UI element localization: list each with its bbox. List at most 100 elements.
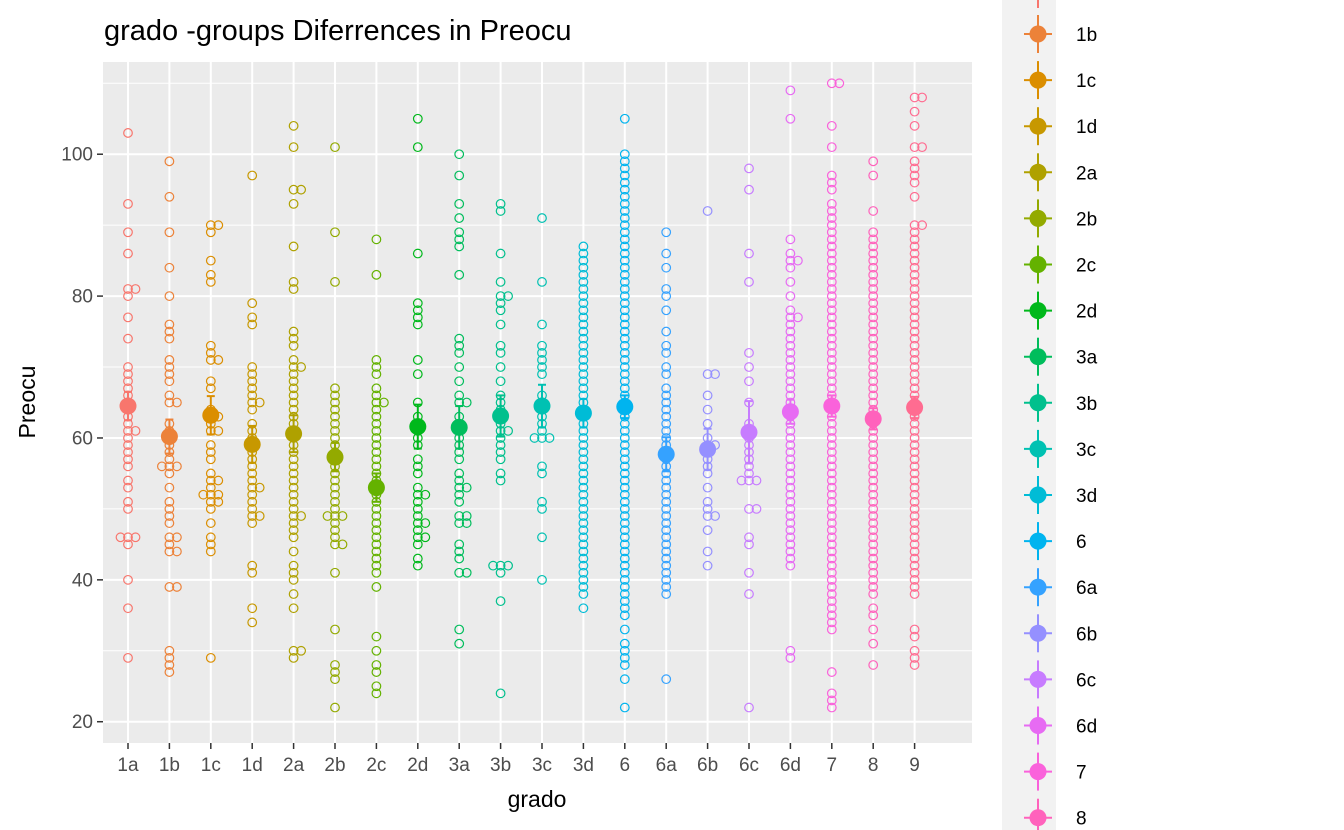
point-7: [826, 567, 837, 578]
point-3b: [495, 376, 506, 387]
point-3c: [537, 213, 547, 223]
legend-label-6a: 6a: [1076, 578, 1098, 599]
point-1c: [213, 220, 224, 231]
point-3a: [454, 198, 465, 209]
point-6: [619, 482, 630, 493]
point-1b: [164, 660, 175, 670]
point-3a: [454, 546, 465, 557]
point-3b: [495, 468, 506, 479]
point-7: [826, 312, 837, 323]
point-1b: [164, 291, 175, 301]
legend-key-6a: [1029, 578, 1047, 596]
x-tick-label: 1a: [117, 755, 139, 776]
point-3d: [578, 355, 589, 365]
point-3a: [454, 269, 465, 280]
point-6: [619, 163, 630, 174]
point-6a: [661, 518, 672, 528]
point-8: [868, 305, 879, 316]
point-7: [834, 78, 845, 89]
point-2a: [288, 511, 299, 521]
point-2a: [288, 198, 299, 209]
point-1d: [247, 298, 258, 309]
point-1d: [247, 617, 258, 628]
point-6d: [785, 560, 796, 571]
point-8: [868, 574, 879, 585]
point-2a: [288, 390, 299, 401]
point-3d: [578, 383, 589, 394]
point-3a: [454, 333, 465, 344]
point-1a: [123, 539, 133, 550]
point-8: [868, 624, 879, 635]
point-7: [826, 589, 837, 599]
point-3c: [537, 504, 547, 514]
point-1a: [123, 333, 133, 344]
point-9: [909, 191, 920, 202]
point-3b: [495, 340, 506, 351]
point-3a: [454, 170, 465, 181]
point-6b: [702, 496, 713, 507]
point-2a: [288, 397, 299, 408]
point-3d: [578, 291, 589, 301]
point-2a: [288, 468, 299, 479]
point-7: [826, 255, 837, 266]
point-2b: [337, 539, 348, 550]
point-3b: [495, 567, 506, 578]
point-8: [868, 610, 879, 621]
point-1d: [247, 369, 258, 380]
point-2d: [412, 539, 423, 550]
point-7: [826, 418, 837, 429]
point-2b: [337, 511, 348, 521]
point-9: [909, 333, 920, 344]
point-1a: [123, 376, 133, 387]
point-2a: [288, 489, 299, 500]
point-9: [909, 440, 920, 450]
point-3d: [578, 496, 589, 507]
point-8: [868, 589, 879, 599]
point-2a: [288, 184, 299, 195]
point-1c: [213, 425, 224, 436]
point-7: [826, 553, 837, 564]
point-6a: [661, 340, 672, 351]
point-6b: [702, 390, 713, 401]
legend-key-8: [1029, 809, 1047, 827]
point-6d: [785, 255, 796, 266]
point-1d: [247, 362, 258, 372]
legend-label-1c: 1c: [1076, 71, 1096, 92]
point-6a: [661, 404, 672, 415]
point-7: [826, 617, 837, 628]
point-2b: [330, 383, 340, 394]
point-1d: [247, 383, 258, 394]
point-9: [909, 369, 920, 380]
point-2b: [330, 397, 340, 408]
x-tick-label: 2d: [407, 755, 428, 776]
point-2a: [288, 461, 299, 472]
point-6d: [785, 234, 796, 245]
point-2c: [371, 369, 382, 380]
point-1a: [123, 461, 133, 472]
point-8: [868, 376, 879, 387]
point-3b: [495, 291, 506, 301]
point-6a: [661, 574, 672, 585]
point-7: [826, 596, 837, 607]
point-1d: [247, 496, 258, 507]
legend-label-3d: 3d: [1076, 486, 1097, 507]
point-2b: [330, 425, 340, 436]
point-6a: [661, 504, 672, 514]
point-3b: [495, 454, 506, 465]
point-6a: [661, 475, 672, 486]
point-2d: [412, 496, 423, 507]
point-1d: [247, 404, 258, 415]
point-1a: [123, 440, 133, 450]
point-6: [619, 355, 630, 365]
point-1c: [205, 482, 216, 493]
point-2d: [412, 369, 423, 380]
point-1b: [164, 667, 175, 677]
point-9: [909, 532, 920, 543]
point-3b: [495, 305, 506, 316]
point-6: [619, 113, 630, 124]
point-1a: [123, 128, 133, 138]
point-6: [619, 284, 630, 294]
point-1c: [205, 532, 216, 543]
x-tick-label: 1c: [201, 755, 221, 776]
point-7: [826, 120, 837, 131]
